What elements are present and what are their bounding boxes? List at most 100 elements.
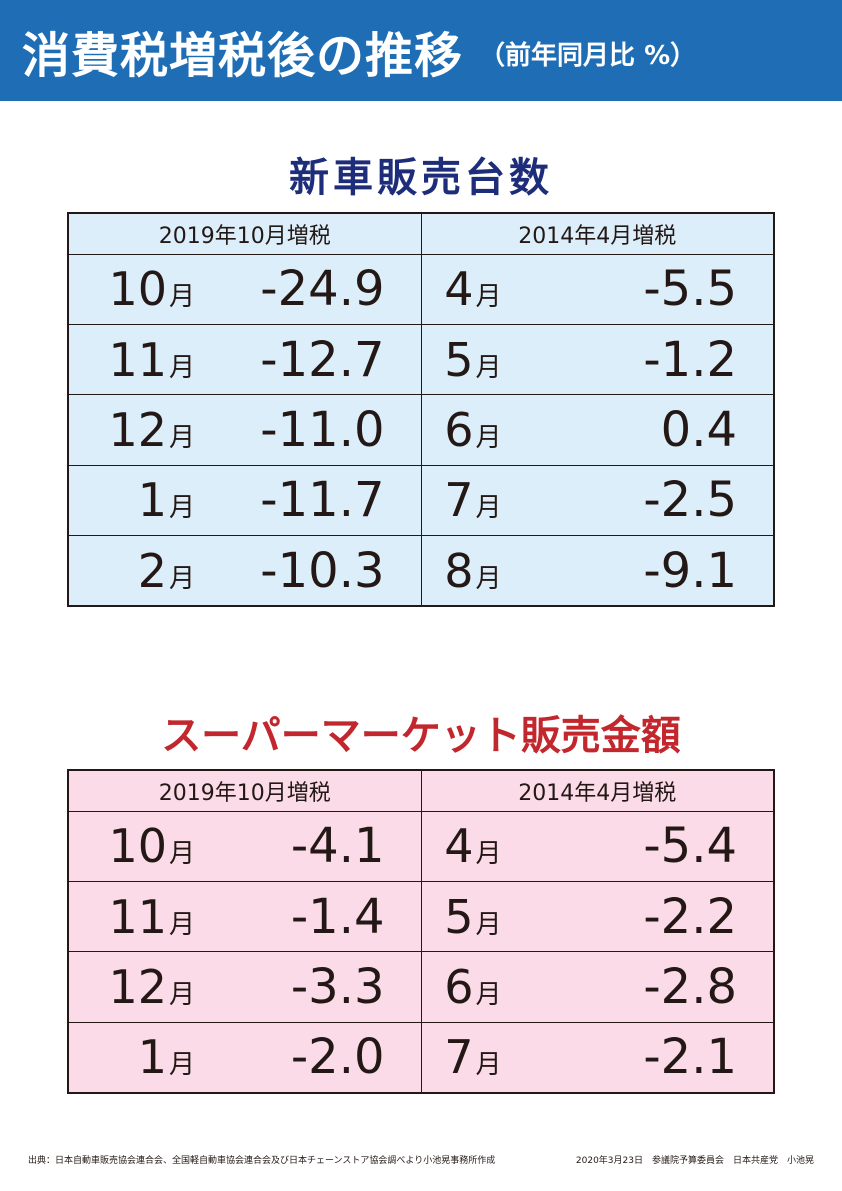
month-label: 7月 xyxy=(422,473,502,528)
month-unit: 月 xyxy=(475,1050,502,1081)
month-unit: 月 xyxy=(168,839,195,870)
month-unit: 月 xyxy=(168,1050,195,1081)
month-label: 7月 xyxy=(422,1030,502,1085)
table-cell-right: 5月 -2.2 xyxy=(421,881,774,953)
source-note: 出典：日本自動車販売協会連合会、全国軽自動車協会連合会及び日本チェーンストア協会… xyxy=(28,1156,496,1166)
month-unit: 月 xyxy=(168,563,195,594)
month-number: 12 xyxy=(108,402,167,457)
month-number: 10 xyxy=(108,262,167,317)
month-unit: 月 xyxy=(168,909,195,940)
table-cell-left: 10月 -24.9 xyxy=(68,254,422,325)
yoy-value: -2.0 xyxy=(290,1029,385,1086)
page-title: 消費税増税後の推移 xyxy=(22,27,464,84)
page-header: 消費税増税後の推移 （前年同月比 %） xyxy=(0,0,842,101)
month-label: 2月 xyxy=(69,544,195,598)
table-row: 1月 -11.7 7月 -2.5 xyxy=(68,465,774,537)
table-cell-right: 5月 -1.2 xyxy=(421,324,774,396)
month-number: 6 xyxy=(444,959,474,1014)
month-label: 6月 xyxy=(422,959,502,1014)
month-unit: 月 xyxy=(475,493,502,524)
meta-note: 2020年3月23日 参議院予算委員会 日本共産党 小池晃 xyxy=(575,1156,814,1166)
month-label: 5月 xyxy=(422,332,502,387)
table-cell-right: 7月 -2.5 xyxy=(421,465,774,537)
month-label: 8月 xyxy=(422,543,502,598)
yoy-value: -11.7 xyxy=(260,472,385,529)
month-unit: 月 xyxy=(168,422,195,453)
month-unit: 月 xyxy=(475,563,502,594)
month-unit: 月 xyxy=(168,282,195,313)
yoy-value: -2.2 xyxy=(643,888,737,945)
table-cell-left: 1月 -11.7 xyxy=(68,465,422,537)
yoy-value: -2.8 xyxy=(643,958,737,1015)
yoy-value: -2.5 xyxy=(643,472,737,529)
yoy-value: -12.7 xyxy=(260,331,385,388)
month-label: 4月 xyxy=(422,262,502,316)
table-row: 12月 -3.3 6月 -2.8 xyxy=(68,951,774,1023)
month-number: 11 xyxy=(108,332,167,387)
month-unit: 月 xyxy=(475,282,502,313)
table-cell-right: 6月 0.4 xyxy=(421,394,774,466)
month-label: 1月 xyxy=(69,1030,195,1084)
table-cell-right: 8月 -9.1 xyxy=(421,535,774,607)
table-cell-right: 6月 -2.8 xyxy=(421,951,774,1023)
page-subtitle: （前年同月比 %） xyxy=(479,41,697,71)
column-header-2014: 2014年4月増税 xyxy=(420,212,775,255)
table-header-row: 2019年10月増税 2014年4月増税 xyxy=(67,212,775,255)
table-cell-right: 4月 -5.4 xyxy=(421,811,774,882)
car-sales-title: 新車販売台数 xyxy=(289,155,553,201)
table-cell-left: 10月 -4.1 xyxy=(68,811,422,882)
table-row: 10月 -4.1 4月 -5.4 xyxy=(68,811,774,882)
car-sales-table: 2019年10月増税 2014年4月増税 10月 -24.9 4月 -5.5 11月 -1… xyxy=(67,212,775,607)
supermarket-sales-title: スーパーマーケット販売金額 xyxy=(161,713,681,759)
yoy-value: -4.1 xyxy=(290,818,385,875)
table-cell-right: 4月 -5.5 xyxy=(421,254,774,325)
table-cell-left: 11月 -1.4 xyxy=(68,881,422,953)
yoy-value: 0.4 xyxy=(660,401,737,458)
column-header-2019: 2019年10月増税 xyxy=(67,769,422,812)
table-cell-left: 12月 -3.3 xyxy=(68,951,422,1023)
table-row: 11月 -1.4 5月 -2.2 xyxy=(68,881,774,953)
month-number: 1 xyxy=(137,1030,167,1085)
table-cell-left: 12月 -11.0 xyxy=(68,394,422,466)
month-unit: 月 xyxy=(475,979,502,1010)
month-number: 12 xyxy=(108,959,167,1014)
month-number: 7 xyxy=(444,473,474,528)
table-row: 10月 -24.9 4月 -5.5 xyxy=(68,254,774,325)
month-label: 1月 xyxy=(69,473,195,527)
table-cell-left: 1月 -2.0 xyxy=(68,1022,422,1094)
yoy-value: -10.3 xyxy=(260,542,385,599)
month-label: 4月 xyxy=(422,819,502,874)
yoy-value: -5.5 xyxy=(643,261,737,318)
month-unit: 月 xyxy=(168,979,195,1010)
month-label: 10月 xyxy=(69,262,195,316)
month-unit: 月 xyxy=(475,839,502,870)
table-row: 12月 -11.0 6月 0.4 xyxy=(68,394,774,466)
month-number: 7 xyxy=(444,1030,474,1085)
month-label: 12月 xyxy=(69,403,195,457)
yoy-value: -2.1 xyxy=(643,1029,737,1086)
month-number: 5 xyxy=(444,332,474,387)
yoy-value: -5.4 xyxy=(643,818,737,875)
month-unit: 月 xyxy=(168,493,195,524)
yoy-value: -3.3 xyxy=(290,958,385,1015)
yoy-value: -1.4 xyxy=(290,888,385,945)
month-number: 2 xyxy=(137,543,167,598)
table-row: 1月 -2.0 7月 -2.1 xyxy=(68,1022,774,1094)
month-number: 4 xyxy=(444,819,474,874)
month-label: 6月 xyxy=(422,403,502,457)
supermarket-sales-table: 2019年10月増税 2014年4月増税 10月 -4.1 4月 -5.4 11月 -1.… xyxy=(67,769,775,1094)
month-number: 11 xyxy=(108,889,167,944)
month-unit: 月 xyxy=(168,352,195,383)
column-header-2014: 2014年4月増税 xyxy=(420,769,775,812)
yoy-value: -9.1 xyxy=(643,542,737,599)
month-unit: 月 xyxy=(475,422,502,453)
month-number: 8 xyxy=(444,543,474,598)
month-unit: 月 xyxy=(475,352,502,383)
table-cell-left: 2月 -10.3 xyxy=(68,535,422,607)
table-row: 2月 -10.3 8月 -9.1 xyxy=(68,535,774,607)
month-label: 11月 xyxy=(69,890,195,944)
month-label: 5月 xyxy=(422,890,502,944)
table-cell-right: 7月 -2.1 xyxy=(421,1022,774,1094)
yoy-value: -24.9 xyxy=(260,261,385,318)
month-unit: 月 xyxy=(475,909,502,940)
